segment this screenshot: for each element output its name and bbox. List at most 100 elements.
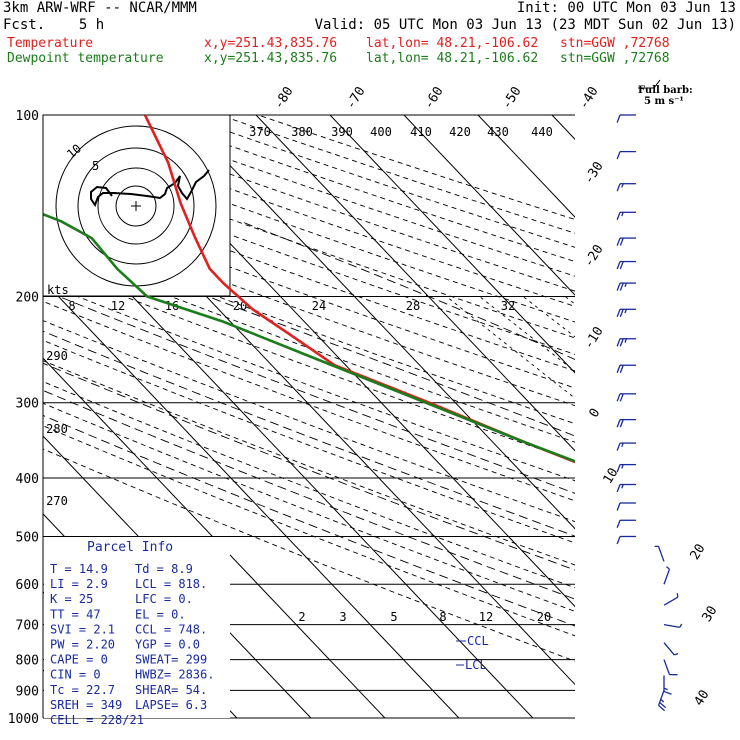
forecast-hour: Fcst. 5 h	[3, 17, 105, 33]
theta-label: 400	[370, 125, 392, 139]
mixing-ratio-line	[631, 297, 740, 719]
theta-label: 380	[291, 125, 313, 139]
upper-wind-barb	[616, 282, 636, 291]
barb-flag	[616, 261, 621, 270]
barb-flag	[621, 212, 624, 217]
barb-flag	[616, 364, 621, 373]
low-wind-barb	[663, 675, 672, 695]
valid-time: Valid: 05 UTC Mon 03 Jun 13 (23 MDT Sun …	[314, 17, 736, 33]
mixing-ratio-line	[479, 296, 575, 372]
upper-wind-barb	[616, 114, 636, 123]
parcel-cell: HWBZ= 2836.	[135, 668, 214, 682]
barb-flag	[616, 212, 621, 221]
moist-adiabat	[43, 414, 575, 627]
barb-flag	[616, 183, 621, 192]
parcel-cell: Td = 8.9	[135, 562, 193, 576]
theta-label: 290	[46, 349, 68, 363]
barb-flag	[619, 309, 624, 318]
barb-flag	[676, 593, 679, 598]
dry-adiabat	[43, 320, 575, 523]
isotherm-label: -40	[576, 84, 601, 112]
mixing-ratio-label: 5	[390, 610, 397, 624]
hodograph: kts 5 10	[42, 114, 231, 297]
pressure-label-300: 300	[16, 397, 39, 412]
isotherm-label: -50	[499, 84, 524, 112]
dry-adiabat	[43, 282, 575, 482]
theta-label: 370	[249, 125, 271, 139]
temperature-latlon: lat,lon= 48.21,-106.62	[366, 36, 539, 51]
barb-flag	[616, 309, 621, 318]
barb-flag	[621, 183, 624, 188]
parcel-info-title: Parcel Info	[87, 540, 173, 555]
pressure-label-200: 200	[16, 291, 39, 306]
barb-flag	[619, 338, 624, 347]
upper-wind-barb	[616, 519, 636, 528]
isotherm-label: -80	[271, 84, 296, 112]
temperature-legend: Temperature	[7, 36, 94, 51]
upper-wind-barb	[616, 237, 636, 246]
dewpoint-xy: x,y=251.43,835.76	[204, 51, 338, 66]
barb-flag	[616, 520, 621, 528]
isotherm-label: -20	[581, 242, 606, 270]
parcel-cell: TT = 47	[50, 607, 101, 621]
moist-adiabat	[43, 231, 575, 437]
isotherm-label: -10	[581, 324, 606, 352]
upper-wind-barb	[616, 183, 636, 192]
barb-flag	[616, 502, 621, 511]
upper-wind-barb	[616, 442, 636, 451]
barb-flag	[616, 338, 621, 347]
parcel-cell: CELL = 228/21	[50, 713, 144, 727]
barb-shaft	[657, 546, 665, 562]
parcel-cell: K = 25	[50, 592, 93, 606]
barb-flag	[624, 338, 628, 343]
level-markers: CCL LCL	[456, 634, 489, 672]
pressure-label-800: 800	[16, 654, 39, 669]
sounding-profiles	[43, 115, 575, 464]
barb-flag	[621, 442, 624, 448]
isotherm-label: -70	[343, 84, 368, 112]
barb-flag	[616, 114, 621, 123]
barb-flag	[616, 442, 621, 451]
dry-adiabat	[43, 381, 575, 589]
dry-adiabat	[43, 246, 575, 443]
parcel-cell: SWEAT= 299	[135, 653, 207, 667]
barb-shaft	[663, 659, 671, 675]
barb-shaft	[663, 623, 680, 629]
isotherm-label: 10	[601, 466, 622, 487]
upper-wind-barb	[616, 150, 636, 160]
parcel-cell: SHEAR= 54.	[135, 683, 207, 697]
upper-wind-barb	[616, 211, 636, 221]
parcel-cell: LCL = 818.	[135, 577, 207, 591]
parcel-cell: LI = 2.9	[50, 577, 108, 591]
temperature-station: stn=GGW ,72768	[560, 36, 670, 51]
low-wind-barb	[663, 566, 671, 585]
barb-flag	[616, 393, 621, 402]
barb-flag	[658, 704, 666, 712]
barb-flag	[624, 282, 628, 288]
barb-shaft	[663, 596, 679, 606]
parcel-cell: LFC = 0.	[135, 592, 193, 606]
theta-label: 390	[331, 125, 353, 139]
upper-wind-barb	[616, 535, 636, 545]
hodograph-ring-label-5: 5	[92, 159, 99, 173]
mixing-ratio-label: 12	[111, 299, 125, 313]
parcel-cell: YGP = 0.0	[135, 638, 200, 652]
barb-flag	[674, 652, 679, 656]
parcel-cell: LAPSE= 6.3	[135, 698, 207, 712]
isotherm	[626, 115, 740, 718]
temperature-profile	[143, 115, 575, 464]
upper-wind-barb	[616, 308, 636, 318]
barb-flag	[616, 151, 621, 160]
dewpoint-station: stn=GGW ,72768	[560, 51, 670, 66]
parcel-cell: T = 14.9	[50, 562, 108, 576]
upper-wind-barb	[616, 260, 636, 270]
upper-wind-barb	[616, 393, 636, 402]
isotherm	[477, 115, 575, 218]
barb-flag	[619, 282, 624, 291]
dry-adiabat	[43, 212, 575, 407]
parcel-cell: CCL = 748.	[135, 622, 207, 636]
isotherm-label: 30	[700, 604, 721, 625]
parcel-cell: CAPE = 0	[50, 653, 108, 667]
upper-wind-barb	[616, 364, 636, 373]
barb-flag	[616, 536, 621, 545]
